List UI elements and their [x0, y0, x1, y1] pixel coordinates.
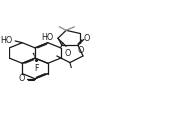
Text: F: F — [35, 64, 39, 73]
Polygon shape — [33, 53, 35, 58]
Text: O: O — [19, 74, 25, 83]
Text: O: O — [64, 49, 71, 58]
Text: O: O — [78, 46, 84, 55]
Text: HO: HO — [42, 33, 54, 42]
Text: HO: HO — [1, 36, 13, 45]
Text: O: O — [83, 34, 90, 43]
